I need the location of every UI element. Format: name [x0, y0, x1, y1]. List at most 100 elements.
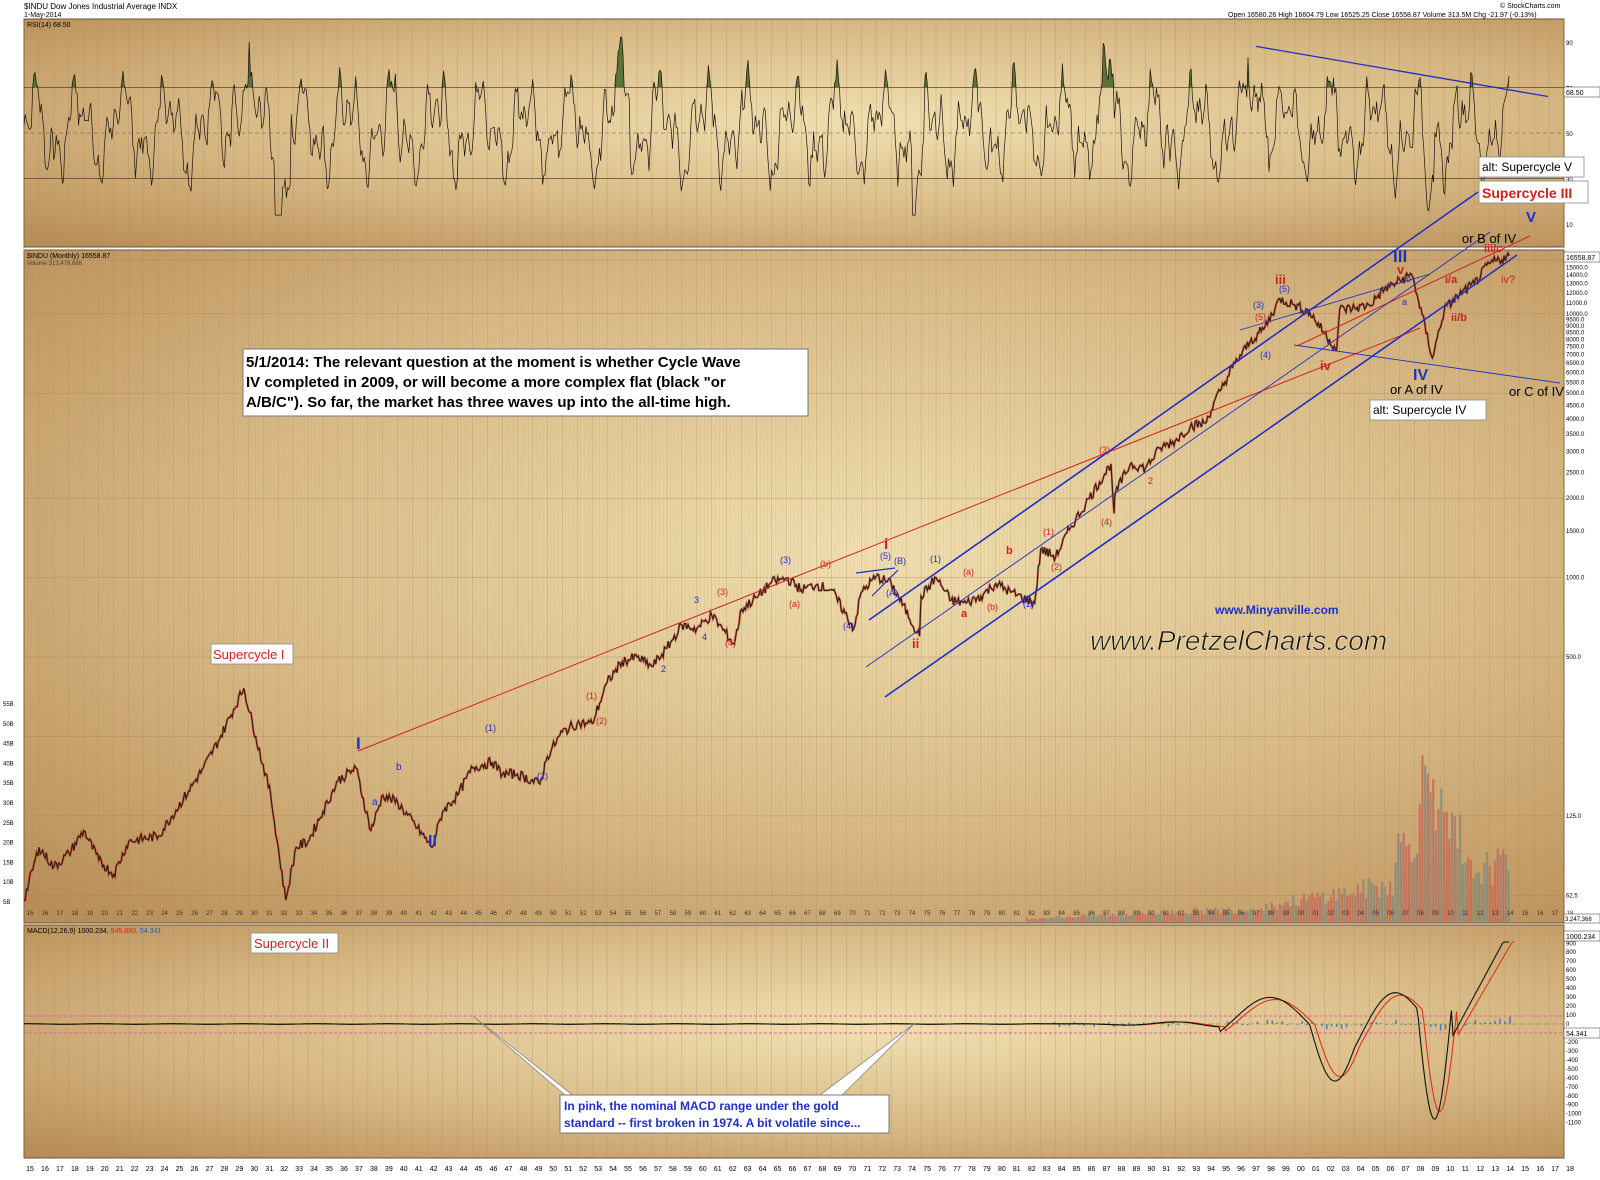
- macd-histogram-bar: [1445, 1024, 1447, 1029]
- x-tick-label-mid: 42: [430, 911, 437, 917]
- label-b-blue: b: [1406, 274, 1411, 284]
- volume-bar: [1448, 839, 1450, 922]
- x-tick-label-mid: 30: [251, 911, 258, 917]
- x-tick-label-mid: 73: [894, 911, 901, 917]
- x-tick-label-mid: 17: [57, 911, 64, 917]
- macd-tick: -900: [1566, 1103, 1579, 1109]
- volume-bar: [1351, 893, 1353, 922]
- macd-histogram-bar: [1484, 1022, 1486, 1024]
- x-tick-label: 17: [56, 1166, 64, 1173]
- macd-histogram-bar: [1326, 1024, 1328, 1029]
- x-tick-label: 91: [1162, 1166, 1170, 1173]
- volume-bar: [1403, 833, 1405, 922]
- x-tick-label: 08: [1417, 1166, 1425, 1173]
- x-tick-label-mid: 63: [744, 911, 751, 917]
- x-tick-label: 64: [759, 1166, 767, 1173]
- x-tick-label: 30: [250, 1166, 258, 1173]
- label-w3-c: (3): [1099, 445, 1110, 455]
- volume-bar: [1451, 812, 1453, 922]
- x-tick-label-mid: 61: [714, 911, 721, 917]
- x-tick-label: 27: [206, 1166, 214, 1173]
- x-tick-label-mid: 57: [655, 911, 662, 917]
- volume-bar: [1034, 918, 1036, 922]
- volume-bar: [1174, 914, 1176, 922]
- volume-tick: 15B: [3, 860, 14, 866]
- volume-bar: [1071, 917, 1073, 922]
- x-tick-label: 86: [1088, 1166, 1096, 1173]
- x-tick-label-mid: 62: [729, 911, 736, 917]
- x-tick-label-mid: 68: [819, 911, 826, 917]
- label-b: b: [396, 762, 402, 773]
- volume-bar: [1061, 918, 1063, 922]
- x-tick-label-mid: 35: [326, 911, 333, 917]
- rsi-tick: 10: [1566, 223, 1573, 229]
- x-tick-label-mid: 29: [236, 911, 243, 917]
- volume-bar: [1346, 896, 1348, 922]
- volume-bar: [1203, 914, 1205, 922]
- rsi-label: RSI(14) 68.50: [27, 22, 71, 29]
- macd-histogram-bar: [1479, 1023, 1481, 1024]
- x-tick-label-mid: 86: [1088, 911, 1095, 917]
- price-tick: 9500.0: [1566, 318, 1585, 324]
- volume-bar: [1411, 862, 1413, 922]
- price-last-value: 16558.87: [1566, 255, 1595, 262]
- x-tick-label-mid: 39: [385, 911, 392, 917]
- volume-bar: [1335, 901, 1337, 922]
- x-tick-label-mid: 71: [864, 911, 871, 917]
- label-n2-b: 2: [1148, 476, 1153, 486]
- label-w4-a: (4): [725, 638, 736, 648]
- volume-bar: [1128, 916, 1130, 922]
- x-tick-label: 01: [1312, 1166, 1320, 1173]
- stats-line: Open 16580.26 High 16604.79 Low 16525.25…: [1228, 12, 1537, 19]
- x-tick-label: 65: [774, 1166, 782, 1173]
- macd-tick: -1000: [1566, 1112, 1582, 1118]
- x-tick-label: 66: [789, 1166, 797, 1173]
- x-tick-label: 75: [923, 1166, 931, 1173]
- x-tick-label-mid: 05: [1372, 911, 1379, 917]
- label-w4-d: (4): [1260, 350, 1271, 360]
- x-tick-label-mid: 93: [1193, 911, 1200, 917]
- x-tick-label: 88: [1118, 1166, 1126, 1173]
- rsi-last-value: 68.50: [1566, 90, 1584, 97]
- volume-tick: 5B: [3, 900, 10, 906]
- x-tick-label: 49: [534, 1166, 542, 1173]
- volume-bar: [1190, 913, 1192, 922]
- x-tick-label: 61: [714, 1166, 722, 1173]
- x-tick-label-mid: 08: [1417, 911, 1424, 917]
- x-tick-label: 85: [1073, 1166, 1081, 1173]
- x-tick-label: 35: [325, 1166, 333, 1173]
- macd-last-value: 1000.234: [1566, 934, 1595, 941]
- volume-bar: [1155, 914, 1157, 922]
- x-tick-label-mid: 16: [42, 911, 49, 917]
- macd-histogram-bar: [1420, 1023, 1422, 1024]
- label-or-b: or B of IV: [1462, 231, 1517, 246]
- x-tick-label: 51: [564, 1166, 572, 1173]
- macd-tick: 200: [1566, 1004, 1577, 1010]
- x-tick-label-mid: 84: [1058, 911, 1065, 917]
- label-ia: i/a: [1445, 274, 1458, 286]
- label-w1-b: (1): [586, 691, 597, 701]
- label-w1-a: (1): [485, 723, 496, 733]
- x-tick-label: 58: [669, 1166, 677, 1173]
- x-tick-label-mid: 65: [774, 911, 781, 917]
- volume-bar: [1322, 893, 1324, 922]
- volume-bar: [1314, 898, 1316, 922]
- x-tick-label-mid: 11: [1462, 911, 1469, 917]
- macd-tick: 500: [1566, 977, 1577, 983]
- x-tick-label-mid: 56: [640, 911, 647, 917]
- x-tick-label: 87: [1103, 1166, 1111, 1173]
- x-tick-label-mid: 13: [1492, 911, 1499, 917]
- macd-histogram-bar: [1489, 1022, 1491, 1024]
- volume-bar: [1185, 913, 1187, 922]
- x-tick-label: 07: [1402, 1166, 1410, 1173]
- macd-tick: 100: [1566, 1013, 1577, 1019]
- label-n3: 3: [694, 595, 699, 605]
- x-tick-label: 81: [1013, 1166, 1021, 1173]
- x-tick-label-mid: 24: [161, 911, 168, 917]
- website-minyanville: www.Minyanville.com: [1214, 603, 1339, 617]
- volume-bar: [1456, 849, 1458, 922]
- label-or-c: or C of IV: [1509, 384, 1564, 399]
- label-supercycle-3: Supercycle III: [1482, 185, 1572, 201]
- x-tick-label: 29: [235, 1166, 243, 1173]
- symbol-line: $INDU Dow Jones Industrial Average INDX: [24, 2, 178, 11]
